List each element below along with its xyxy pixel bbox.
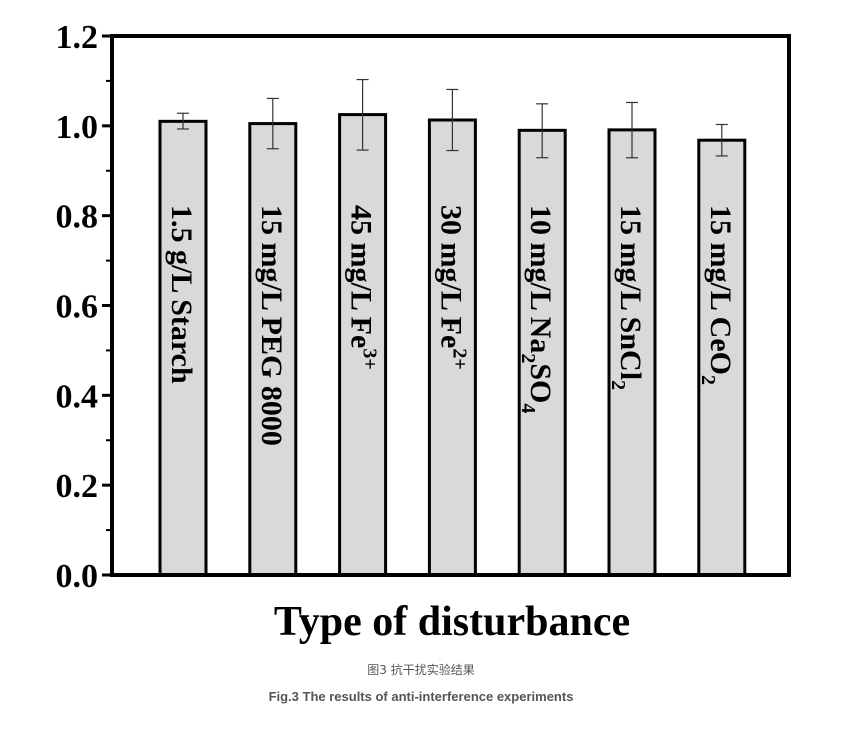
bar-labels-group: 1.5 g/L Starch 15 mg/L PEG 8000 45 mg/L Fe… (165, 205, 737, 446)
bar-label-1: 1.5 g/L Starch (165, 205, 198, 384)
figure-caption-chinese: 图3 抗干扰实验结果 (367, 663, 475, 677)
error-bars-group (177, 78, 728, 159)
y-tick-label-1: 0.2 (56, 468, 99, 505)
bar-label-3: 45 mg/L Fe3+ (345, 205, 381, 370)
y-tick-label-6: 1.2 (56, 19, 99, 56)
bar-label-2: 15 mg/L PEG 8000 (255, 205, 288, 446)
y-tick-label-4: 0.8 (56, 199, 99, 236)
y-tick-label-0: 0.0 (56, 558, 99, 595)
bar-6 (607, 128, 657, 577)
y-tick-label-5: 1.0 (56, 109, 99, 146)
bar-label-6: 15 mg/L SnCl2 (607, 205, 647, 390)
y-tick-label-3: 0.6 (56, 289, 99, 326)
bar-1 (158, 119, 208, 577)
bar-label-5: 10 mg/L Na2SO4 (517, 205, 557, 413)
x-axis-label: Type of disturbance (274, 599, 630, 645)
y-axis: 0.0 0.2 0.4 0.6 0.8 1.0 1.2 (56, 19, 112, 595)
bar-4 (427, 118, 477, 577)
bar-label-7: 15 mg/L CeO2 (697, 205, 737, 385)
bar-label-4: 30 mg/L Fe2+ (434, 205, 470, 370)
figure-caption-english: Fig.3 The results of anti-interference e… (268, 689, 574, 704)
y-tick-label-2: 0.4 (56, 378, 99, 415)
bar-chart: 1.5 g/L Starch 15 mg/L PEG 8000 45 mg/L Fe… (56, 19, 791, 645)
